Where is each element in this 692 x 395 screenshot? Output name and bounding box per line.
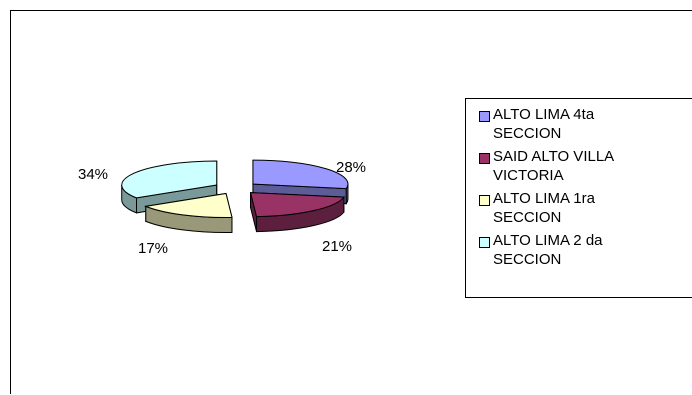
pie-chart	[121, 159, 349, 233]
pie-slice-alto-lima-2da	[121, 160, 218, 214]
legend-label: SAID ALTO VILLA VICTORIA	[493, 148, 615, 184]
legend-item-said-alto-villa-victoria: SAID ALTO VILLA VICTORIA	[479, 147, 692, 185]
pie-label-alto-lima-4ta: 28%	[336, 159, 367, 176]
legend-item-alto-lima-1ra: ALTO LIMA 1ra SECCION	[479, 189, 692, 227]
legend-swatch	[479, 153, 490, 164]
chart-area: 28% 21% 17% 34% ALTO LIMA 4ta SECCION SA…	[10, 10, 692, 394]
legend-swatch	[479, 237, 490, 248]
pie-label-alto-lima-1ra: 17%	[138, 240, 169, 257]
pie-slice-top	[143, 192, 233, 218]
legend-label: ALTO LIMA 1ra SECCION	[493, 190, 595, 226]
legend-swatch	[479, 195, 490, 206]
pie-label-said-alto-villa-victoria: 21%	[322, 238, 353, 255]
legend-label: ALTO LIMA 2 da SECCION	[493, 232, 603, 268]
pie-slice-said-alto-villa-victoria	[249, 192, 345, 233]
pie-slice-top	[249, 192, 345, 218]
pie-slice-top	[121, 160, 218, 199]
pie-slice-alto-lima-1ra	[143, 192, 233, 233]
pie-slice-top	[252, 159, 349, 190]
legend-swatch	[479, 111, 490, 122]
legend-item-alto-lima-2da: ALTO LIMA 2 da SECCION	[479, 231, 692, 269]
legend-label: ALTO LIMA 4ta SECCION	[493, 106, 595, 142]
pie-label-alto-lima-2da: 34%	[78, 166, 109, 183]
legend: ALTO LIMA 4ta SECCION SAID ALTO VILLA VI…	[465, 98, 692, 298]
legend-item-alto-lima-4ta: ALTO LIMA 4ta SECCION	[479, 105, 692, 143]
